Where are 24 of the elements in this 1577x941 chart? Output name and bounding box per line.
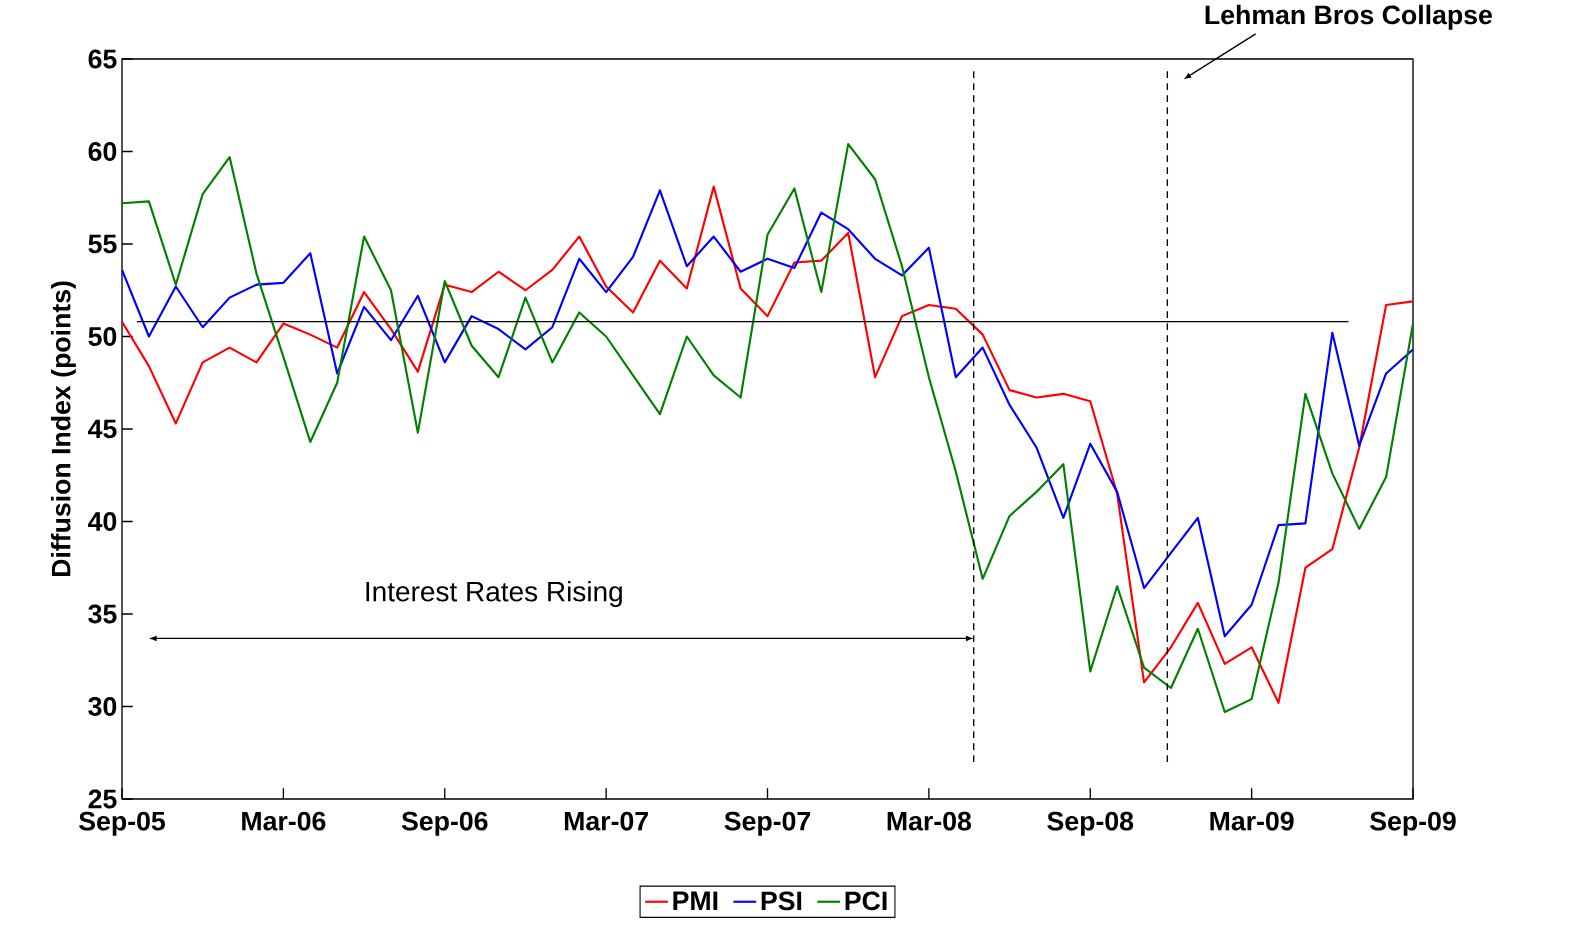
legend-label: PMI <box>673 891 718 910</box>
y-tick-label: 65 <box>88 49 117 69</box>
x-tick-label: Sep-06 <box>401 811 488 836</box>
x-tick-label: Sep-05 <box>79 811 165 836</box>
x-tick-label: Sep-09 <box>1370 811 1456 836</box>
x-tick-label: Mar-09 <box>1210 811 1294 831</box>
x-tick-label: Mar-07 <box>564 811 648 831</box>
x-tick-label: Sep-07 <box>724 811 811 836</box>
y-tick-label: 25 <box>88 789 117 809</box>
y-tick-label: 45 <box>88 419 117 439</box>
x-tick-label: Sep-08 <box>1047 811 1134 836</box>
legend-label: PCI <box>845 891 887 911</box>
annotation: Interest Rates Rising <box>366 580 622 608</box>
y-tick-label: 50 <box>88 327 117 346</box>
y-tick-label: 40 <box>88 512 117 531</box>
y-tick-label: 55 <box>88 234 117 254</box>
y-tick-label: 30 <box>88 697 117 716</box>
y-axis-title: Diffusion Index (points) <box>50 281 76 577</box>
y-tick-label: 60 <box>88 142 117 161</box>
legend-label: PSI <box>761 891 802 911</box>
ref-line-label: Lehman Bros Collapse <box>1205 4 1492 30</box>
x-tick-label: Mar-08 <box>887 811 972 831</box>
x-tick-label: Mar-06 <box>242 811 326 831</box>
y-tick-label: 35 <box>88 604 117 624</box>
